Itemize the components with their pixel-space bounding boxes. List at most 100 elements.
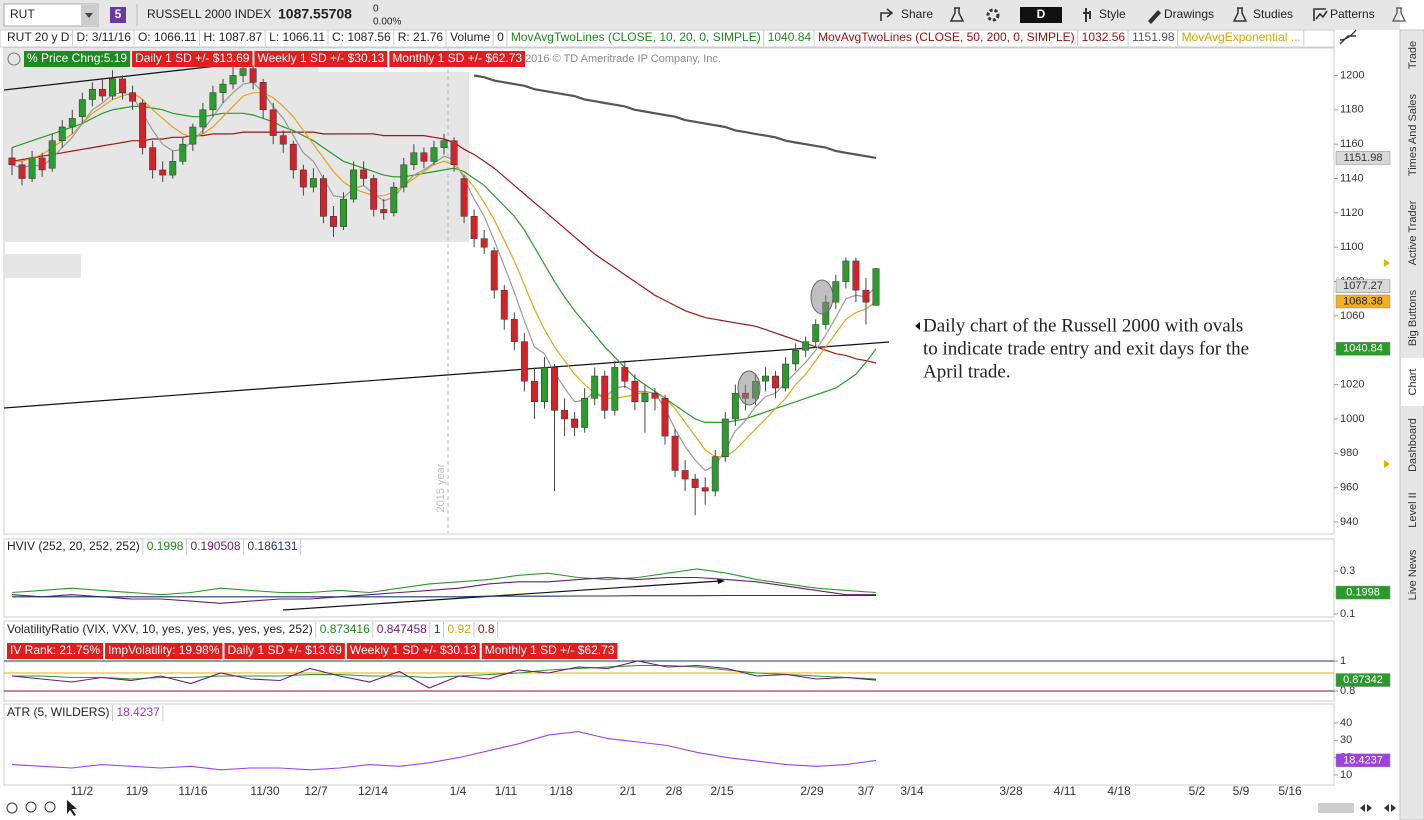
hviv-trend-line [282, 580, 721, 611]
candle-body [370, 178, 378, 210]
price-marker-label: 0.87342 [1343, 674, 1383, 686]
info-icon[interactable] [7, 52, 21, 66]
y-tick-label: 1100 [1340, 241, 1364, 253]
candle-body [330, 216, 337, 227]
toolbar-button[interactable]: Style [1099, 7, 1126, 21]
aggregation-box[interactable] [1020, 7, 1062, 23]
toolbar-button[interactable]: D [1037, 7, 1046, 21]
info-text: 0.190508 [190, 539, 240, 553]
side-tab[interactable]: Level II [1407, 492, 1419, 527]
badge [254, 51, 388, 67]
link-box[interactable] [110, 7, 126, 23]
side-tab[interactable]: Active Trader [1407, 200, 1419, 265]
trend-line [3, 341, 890, 409]
candle-body [611, 367, 619, 411]
badge [389, 51, 526, 67]
gear-icon[interactable] [986, 8, 1000, 22]
price-marker [1335, 151, 1391, 165]
badge-text: IV Rank: 21.75% [10, 643, 100, 657]
info-text: VolatilityRatio (VIX, VXV, 10, yes, yes,… [7, 622, 313, 636]
candle-body [299, 169, 307, 188]
candle-body [279, 135, 287, 145]
side-tab[interactable]: Trade [1407, 41, 1419, 69]
price-marker-label: 1077.27 [1343, 280, 1383, 292]
symbol-box[interactable] [3, 3, 99, 27]
candle-body [651, 392, 659, 399]
annotation-pointer [915, 322, 920, 330]
candle-body [852, 260, 860, 291]
side-tab[interactable]: Big Buttons [1407, 289, 1419, 346]
candle-body [410, 152, 418, 166]
candle-body [380, 209, 388, 214]
info-text: 0.92 [448, 622, 472, 636]
chart-settings-icon[interactable] [1339, 29, 1357, 45]
toolbar-button[interactable]: Studies [1253, 7, 1293, 21]
price-marker-label: 1068.38 [1343, 295, 1383, 307]
info-text: ATR (5, WILDERS) [7, 705, 109, 719]
candle-body [309, 178, 317, 188]
info-text: RUT 20 y D [7, 30, 70, 44]
candle-body [862, 289, 870, 303]
candle-body [48, 140, 56, 169]
y-tick-label: 0.8 [1340, 685, 1355, 697]
candle-body [239, 68, 247, 76]
zoom-out-icon[interactable] [44, 801, 56, 813]
candle-body [681, 470, 689, 480]
studies-icon [1232, 7, 1248, 22]
percent-change: 0.00% [373, 17, 401, 28]
candle-body [812, 324, 820, 342]
candle-body [530, 380, 538, 403]
candle-body [762, 375, 769, 382]
x-tick-label: 11/2 [71, 784, 94, 798]
candle-body [149, 147, 157, 171]
badge-text: Monthly 1 SD +/- $62.73 [392, 51, 522, 65]
moving-average-line [11, 81, 877, 472]
badge [7, 643, 104, 659]
crosshair-icon[interactable] [6, 802, 18, 814]
candle-body [58, 126, 66, 141]
info-text: HVIV (252, 20, 252, 252) [7, 539, 140, 553]
last-price: 1087.55708 [278, 6, 352, 22]
price-pane [3, 47, 1335, 535]
badge-text: Daily 1 SD +/- $13.69 [135, 51, 250, 65]
candle-body [802, 341, 810, 351]
price-marker [1335, 279, 1391, 293]
candle-body [319, 178, 327, 217]
toolbar-button[interactable]: Share [901, 7, 933, 21]
y-tick-label: 940 [1340, 516, 1358, 528]
candle-body [119, 78, 126, 93]
y-tick-label: 1000 [1340, 413, 1364, 425]
candle-body [661, 398, 669, 437]
side-tab[interactable]: Chart [1407, 369, 1419, 396]
candle-body [38, 157, 46, 171]
scroll-arrows[interactable] [1360, 804, 1396, 812]
candle-body [139, 102, 147, 148]
x-tick-label: 3/7 [858, 784, 875, 798]
badge [346, 643, 480, 659]
scrollbar[interactable] [1318, 803, 1354, 813]
toolbar-button[interactable]: Drawings [1164, 7, 1214, 21]
candle-body [88, 88, 96, 100]
candle-body [169, 161, 177, 176]
instrument-name: RUSSELL 2000 INDEX [147, 7, 271, 21]
y-tick-label: 30 [1340, 734, 1352, 746]
x-tick-label: 2/1 [620, 784, 637, 798]
price-marker-label: 1040.84 [1343, 343, 1383, 355]
y-tick-label: 1140 [1340, 172, 1364, 184]
toolbar-button[interactable]: Patterns [1330, 7, 1375, 21]
info-text: L: 1066.11 [269, 30, 325, 44]
y-tick-label: 1180 [1340, 104, 1364, 116]
cursor-icon[interactable] [67, 800, 77, 816]
candle-body [520, 341, 528, 382]
price-marker [1335, 294, 1391, 309]
price-marker-label: 18.4237 [1343, 754, 1383, 766]
side-tab[interactable]: Dashboard [1407, 418, 1419, 472]
y-tick-label: 40 [1340, 717, 1352, 729]
candle-body [591, 375, 599, 399]
x-tick-label: 3/28 [999, 784, 1023, 798]
side-tab[interactable]: Times And Sales [1407, 93, 1419, 176]
candle-body [480, 238, 488, 248]
side-tab[interactable]: Live News [1407, 549, 1419, 600]
candle-body [510, 319, 518, 342]
zoom-in-icon[interactable] [25, 801, 37, 813]
